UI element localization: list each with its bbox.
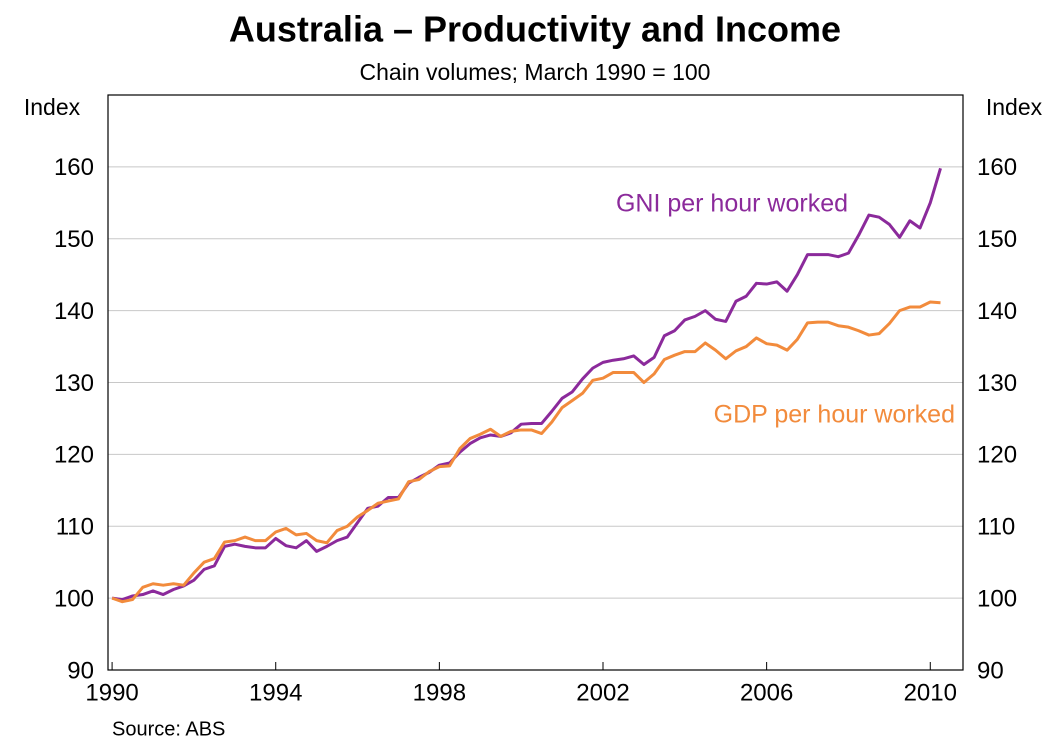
y-axis-label: Index <box>24 94 81 120</box>
y-tick-label: 130 <box>54 370 94 397</box>
series-label: GNI per hour worked <box>616 190 848 218</box>
y2-tick-label: 140 <box>977 298 1017 325</box>
y-tick-label: 100 <box>54 585 94 612</box>
series-line <box>111 167 942 602</box>
y2-tick-label: 110 <box>977 514 1015 541</box>
y2-tick-label: 130 <box>977 370 1017 397</box>
y2-tick-label: 100 <box>977 585 1017 612</box>
y-tick-label: 120 <box>54 442 94 469</box>
x-tick-label: 1990 <box>85 679 138 706</box>
x-tick-label: 1994 <box>249 679 302 706</box>
y2-tick-label: 160 <box>977 154 1017 181</box>
source-note: Source: ABS <box>112 718 225 740</box>
x-tick-label: 1998 <box>413 679 466 706</box>
y-tick-label: 150 <box>54 226 94 253</box>
y-tick-label: 140 <box>54 298 94 325</box>
y-tick-label: 160 <box>54 154 94 181</box>
series-label: GDP per hour worked <box>714 401 955 429</box>
plot-frame <box>107 94 964 671</box>
chart-subtitle: Chain volumes; March 1990 = 100 <box>360 59 711 85</box>
y-tick-label: 110 <box>56 514 94 541</box>
y-tick-label: 90 <box>67 657 94 684</box>
x-tick-label: 2010 <box>904 679 957 706</box>
x-tick-label: 2002 <box>576 679 629 706</box>
y2-tick-label: 90 <box>977 657 1004 684</box>
y2-tick-label: 120 <box>977 442 1017 469</box>
y2-axis-label: Index <box>986 94 1043 120</box>
chart-title: Australia – Productivity and Income <box>229 9 841 50</box>
series-line <box>111 300 941 604</box>
y2-tick-label: 150 <box>977 226 1017 253</box>
x-tick-label: 2006 <box>740 679 793 706</box>
